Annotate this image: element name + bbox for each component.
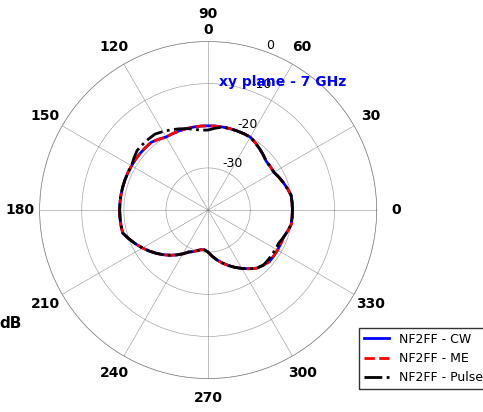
NF2FF - Pulse <box>265 258 271 262</box>
Text: xy plane - 7 GHz: xy plane - 7 GHz <box>219 75 346 89</box>
NF2FF - ME <box>163 135 169 140</box>
NF2FF - CW <box>289 208 295 213</box>
Legend: NF2FF - CW, NF2FF - ME, NF2FF - Pulse: NF2FF - CW, NF2FF - ME, NF2FF - Pulse <box>359 328 483 389</box>
NF2FF - Pulse <box>160 129 166 134</box>
NF2FF - ME <box>289 208 295 213</box>
NF2FF - ME <box>289 208 295 213</box>
NF2FF - ME <box>148 140 154 145</box>
NF2FF - Pulse <box>289 208 295 213</box>
NF2FF - CW <box>289 208 295 213</box>
NF2FF - ME <box>199 247 204 252</box>
Line: NF2FF - CW: NF2FF - CW <box>120 126 292 269</box>
NF2FF - CW <box>278 241 284 246</box>
NF2FF - CW <box>148 140 154 145</box>
NF2FF - CW <box>199 247 204 252</box>
NF2FF - Pulse <box>199 247 204 252</box>
NF2FF - CW <box>267 259 272 264</box>
NF2FF - ME <box>117 215 123 220</box>
Line: NF2FF - Pulse: NF2FF - Pulse <box>120 127 292 269</box>
NF2FF - Pulse <box>152 132 158 137</box>
NF2FF - Pulse <box>254 266 260 271</box>
NF2FF - Pulse <box>220 124 226 129</box>
Text: dB: dB <box>0 316 22 331</box>
NF2FF - CW <box>254 266 260 271</box>
NF2FF - Pulse <box>276 241 282 246</box>
NF2FF - ME <box>267 259 272 264</box>
NF2FF - ME <box>254 266 260 271</box>
NF2FF - ME <box>220 124 226 129</box>
NF2FF - Pulse <box>289 208 295 213</box>
NF2FF - CW <box>163 135 169 140</box>
NF2FF - ME <box>278 241 284 246</box>
NF2FF - CW <box>220 124 226 129</box>
NF2FF - CW <box>117 215 123 220</box>
NF2FF - Pulse <box>117 215 123 220</box>
Line: NF2FF - ME: NF2FF - ME <box>120 126 292 269</box>
